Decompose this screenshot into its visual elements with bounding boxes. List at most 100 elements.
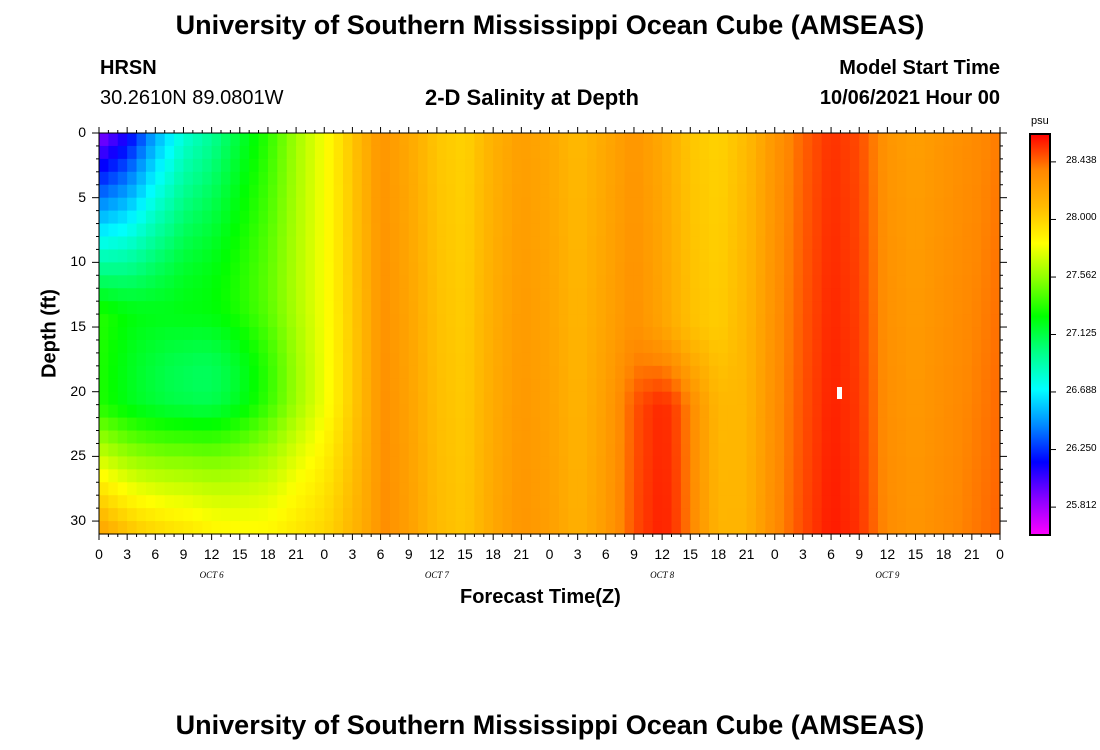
- heatmap-cell: [465, 223, 476, 238]
- heatmap-cell: [192, 495, 203, 509]
- heatmap-cell: [587, 417, 598, 432]
- heatmap-cell: [305, 184, 316, 199]
- heatmap-cell: [690, 301, 701, 315]
- heatmap-cell: [793, 391, 804, 406]
- heatmap-cell: [849, 262, 860, 276]
- heatmap-cell: [324, 495, 335, 509]
- heatmap-cell: [418, 430, 429, 445]
- heatmap-cell: [699, 352, 710, 367]
- heatmap-cell: [202, 314, 213, 328]
- heatmap-cell: [136, 404, 147, 419]
- heatmap-cell: [831, 443, 842, 457]
- heatmap-cell: [277, 210, 288, 225]
- heatmap-cell: [877, 456, 888, 470]
- heatmap-cell: [746, 456, 757, 470]
- heatmap-cell: [615, 404, 626, 419]
- heatmap-cell: [174, 495, 185, 509]
- heatmap-cell: [164, 184, 175, 199]
- heatmap-cell: [389, 352, 400, 367]
- heatmap-cell: [164, 288, 175, 302]
- heatmap-cell: [427, 288, 438, 302]
- heatmap-cell: [305, 171, 316, 186]
- heatmap-cell: [427, 262, 438, 276]
- heatmap-cell: [831, 365, 842, 380]
- heatmap-cell: [267, 171, 278, 186]
- heatmap-cell: [183, 404, 194, 419]
- heatmap-cell: [305, 314, 316, 328]
- heatmap-cell: [812, 210, 823, 225]
- heatmap-cell: [183, 339, 194, 354]
- heatmap-cell: [183, 158, 194, 173]
- heatmap-cell: [906, 352, 917, 367]
- heatmap-cell: [371, 301, 382, 315]
- heatmap-cell: [333, 184, 344, 199]
- heatmap-cell: [211, 443, 222, 457]
- heatmap-cell: [652, 275, 663, 289]
- heatmap-cell: [605, 469, 616, 483]
- heatmap-cell: [145, 456, 156, 470]
- heatmap-cell: [127, 443, 138, 457]
- heatmap-cell: [849, 352, 860, 367]
- heatmap-cell: [906, 249, 917, 263]
- heatmap-cell: [202, 301, 213, 315]
- heatmap-cell: [971, 314, 982, 328]
- heatmap-cell: [333, 210, 344, 225]
- heatmap-cell: [230, 456, 241, 470]
- heatmap-cell: [530, 365, 541, 380]
- heatmap-cell: [314, 404, 325, 419]
- heatmap-cell: [849, 301, 860, 315]
- heatmap-cell: [652, 262, 663, 276]
- heatmap-cell: [849, 327, 860, 341]
- heatmap-cell: [802, 327, 813, 341]
- heatmap-cell: [183, 184, 194, 199]
- heatmap-cell: [258, 275, 269, 289]
- heatmap-cell: [643, 521, 654, 535]
- heatmap-cell: [981, 236, 992, 251]
- heatmap-cell: [183, 521, 194, 535]
- heatmap-cell: [540, 482, 551, 496]
- heatmap-cell: [380, 184, 391, 199]
- heatmap-cell: [793, 339, 804, 354]
- heatmap-cell: [389, 249, 400, 263]
- heatmap-cell: [258, 133, 269, 147]
- heatmap-cell: [915, 171, 926, 186]
- heatmap-cell: [652, 327, 663, 341]
- heatmap-cell: [314, 133, 325, 147]
- heatmap-cell: [117, 184, 128, 199]
- heatmap-cell: [221, 456, 231, 470]
- heatmap-cell: [587, 301, 598, 315]
- heatmap-cell: [511, 249, 522, 263]
- heatmap-cell: [530, 210, 541, 225]
- heatmap-cell: [868, 365, 879, 380]
- heatmap-cell: [953, 417, 964, 432]
- heatmap-cell: [680, 521, 691, 535]
- heatmap-cell: [530, 391, 541, 406]
- heatmap-cell: [821, 456, 832, 470]
- heatmap-cell: [662, 249, 673, 263]
- heatmap-cell: [859, 456, 870, 470]
- heatmap-cell: [305, 339, 316, 354]
- heatmap-cell: [624, 171, 635, 186]
- heatmap-cell: [746, 469, 757, 483]
- heatmap-cell: [690, 456, 701, 470]
- heatmap-cell: [314, 495, 325, 509]
- heatmap-cell: [577, 378, 588, 393]
- heatmap-cell: [840, 301, 851, 315]
- heatmap-cell: [108, 210, 119, 225]
- heatmap-cell: [971, 197, 982, 212]
- heatmap-cell: [568, 365, 579, 380]
- heatmap-cell: [605, 339, 616, 354]
- heatmap-cell: [624, 443, 635, 457]
- heatmap-cell: [455, 443, 466, 457]
- heatmap-cell: [737, 314, 748, 328]
- heatmap-cell: [136, 171, 147, 186]
- heatmap-cell: [117, 430, 128, 445]
- heatmap-cell: [953, 404, 964, 419]
- heatmap-cell: [746, 210, 757, 225]
- heatmap-cell: [699, 288, 710, 302]
- heatmap-cell: [605, 288, 616, 302]
- heatmap-cell: [784, 145, 795, 160]
- heatmap-cell: [934, 365, 945, 380]
- heatmap-cell: [164, 508, 175, 522]
- heatmap-cell: [906, 197, 917, 212]
